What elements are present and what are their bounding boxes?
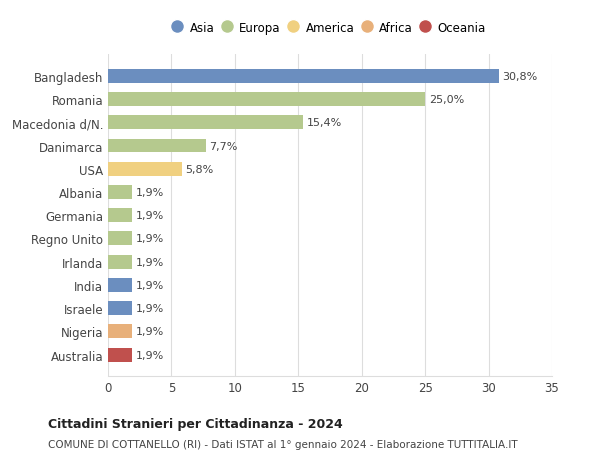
Text: Cittadini Stranieri per Cittadinanza - 2024: Cittadini Stranieri per Cittadinanza - 2… <box>48 417 343 430</box>
Text: 30,8%: 30,8% <box>503 72 538 82</box>
Legend: Asia, Europa, America, Africa, Oceania: Asia, Europa, America, Africa, Oceania <box>172 19 488 37</box>
Text: 15,4%: 15,4% <box>307 118 343 128</box>
Bar <box>108 232 132 246</box>
Text: 1,9%: 1,9% <box>136 350 164 360</box>
Text: 1,9%: 1,9% <box>136 188 164 197</box>
Bar <box>108 348 132 362</box>
Bar <box>108 70 499 84</box>
Text: 1,9%: 1,9% <box>136 280 164 290</box>
Bar <box>108 325 132 339</box>
Text: 5,8%: 5,8% <box>185 164 214 174</box>
Text: 1,9%: 1,9% <box>136 234 164 244</box>
Text: 1,9%: 1,9% <box>136 327 164 336</box>
Bar <box>108 162 182 176</box>
Bar <box>108 278 132 292</box>
Text: 1,9%: 1,9% <box>136 303 164 313</box>
Text: 1,9%: 1,9% <box>136 211 164 221</box>
Bar <box>108 93 425 107</box>
Text: COMUNE DI COTTANELLO (RI) - Dati ISTAT al 1° gennaio 2024 - Elaborazione TUTTITA: COMUNE DI COTTANELLO (RI) - Dati ISTAT a… <box>48 440 518 449</box>
Bar <box>108 116 304 130</box>
Bar <box>108 255 132 269</box>
Text: 7,7%: 7,7% <box>209 141 238 151</box>
Bar <box>108 302 132 315</box>
Text: 25,0%: 25,0% <box>429 95 464 105</box>
Text: 1,9%: 1,9% <box>136 257 164 267</box>
Bar <box>108 209 132 223</box>
Bar <box>108 185 132 200</box>
Bar <box>108 139 206 153</box>
